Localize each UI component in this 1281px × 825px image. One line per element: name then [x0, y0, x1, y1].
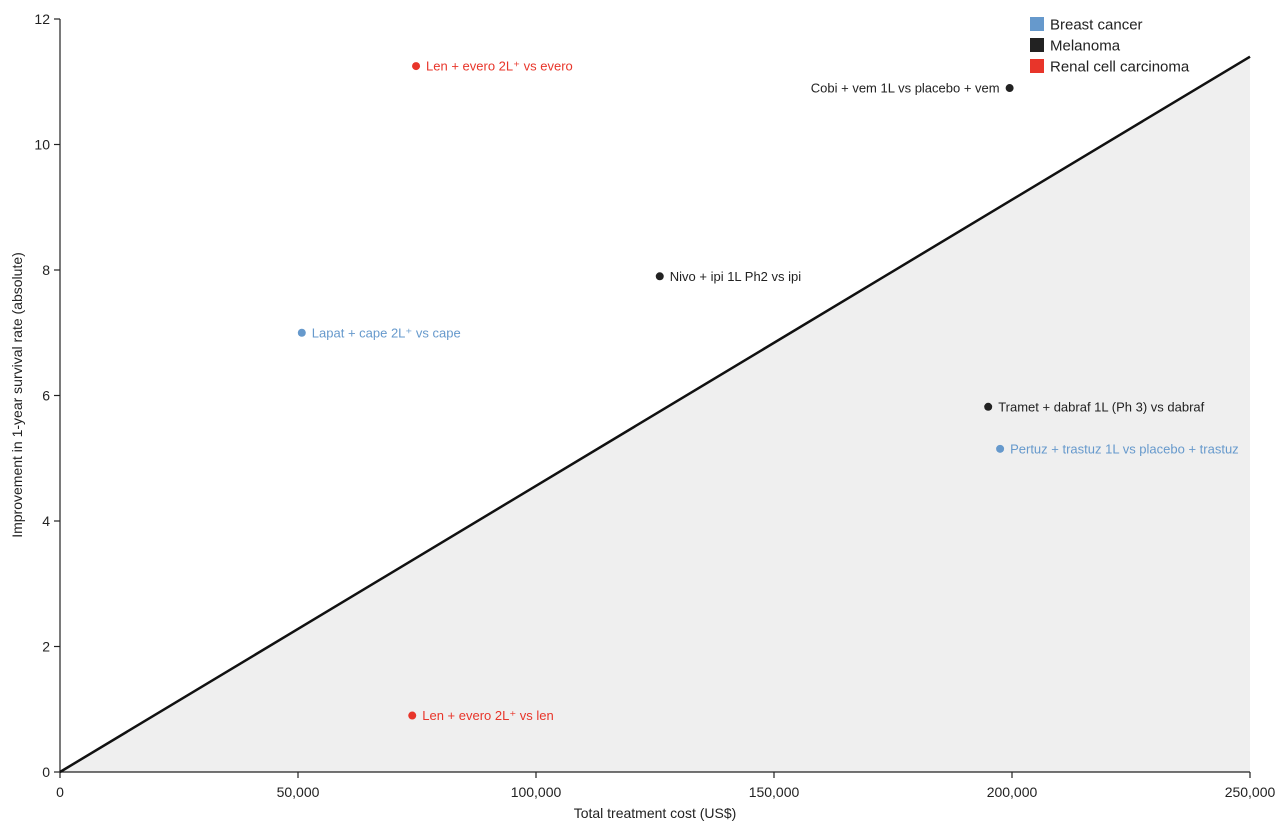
x-axis: 0 50,000 100,000 150,000 200,000 250,000 [56, 771, 1276, 800]
y-tick-label: 6 [42, 388, 50, 404]
data-point [297, 328, 306, 337]
y-tick-label: 4 [42, 513, 50, 529]
data-point [655, 272, 664, 281]
legend: Breast cancer Melanoma Renal cell carcinom… [1030, 17, 1190, 76]
legend-swatch [1030, 17, 1044, 31]
data-point [984, 402, 993, 411]
x-tick-label: 150,000 [749, 784, 800, 800]
legend-label: Melanoma [1050, 38, 1121, 55]
x-tick-label: 0 [56, 784, 64, 800]
x-tick-label: 50,000 [277, 784, 320, 800]
x-tick-label: 200,000 [987, 784, 1038, 800]
legend-swatch [1030, 38, 1044, 52]
data-point-label: Nivo + ipi 1L Ph2 vs ipi [670, 269, 802, 284]
x-tick-label: 250,000 [1225, 784, 1276, 800]
x-axis-title: Total treatment cost (US$) [574, 805, 737, 821]
data-point-label: Tramet + dabraf 1L (Ph 3) vs dabraf [998, 399, 1204, 414]
y-axis-title: Improvement in 1-year survival rate (abs… [9, 252, 25, 538]
data-point-label: Lapat + cape 2L⁺ vs cape [312, 325, 461, 340]
y-tick-label: 12 [34, 11, 50, 27]
y-tick-label: 2 [42, 639, 50, 655]
data-point-label: Cobi + vem 1L vs placebo + vem [811, 81, 1000, 96]
data-point [412, 62, 421, 71]
y-tick-label: 8 [42, 262, 50, 278]
data-point-label: Pertuz + trastuz 1L vs placebo + trastuz [1010, 441, 1239, 456]
threshold-line [59, 55, 1251, 774]
data-point-label: Len + evero 2L⁺ vs len [422, 708, 554, 723]
data-points: Len + evero 2L⁺ vs evero Cobi + vem 1L vs… [297, 59, 1239, 723]
y-axis: 0 2 4 6 8 10 12 [34, 11, 61, 780]
x-tick-label: 100,000 [511, 784, 562, 800]
y-tick-label: 10 [34, 137, 50, 153]
legend-label: Breast cancer [1050, 17, 1143, 34]
y-tick-label: 0 [42, 764, 50, 780]
data-point [408, 711, 417, 720]
data-point [1005, 84, 1014, 93]
legend-label: Renal cell carcinoma [1050, 59, 1190, 76]
data-point-label: Len + evero 2L⁺ vs evero [426, 59, 573, 74]
data-point [996, 444, 1005, 453]
legend-swatch [1030, 59, 1044, 73]
